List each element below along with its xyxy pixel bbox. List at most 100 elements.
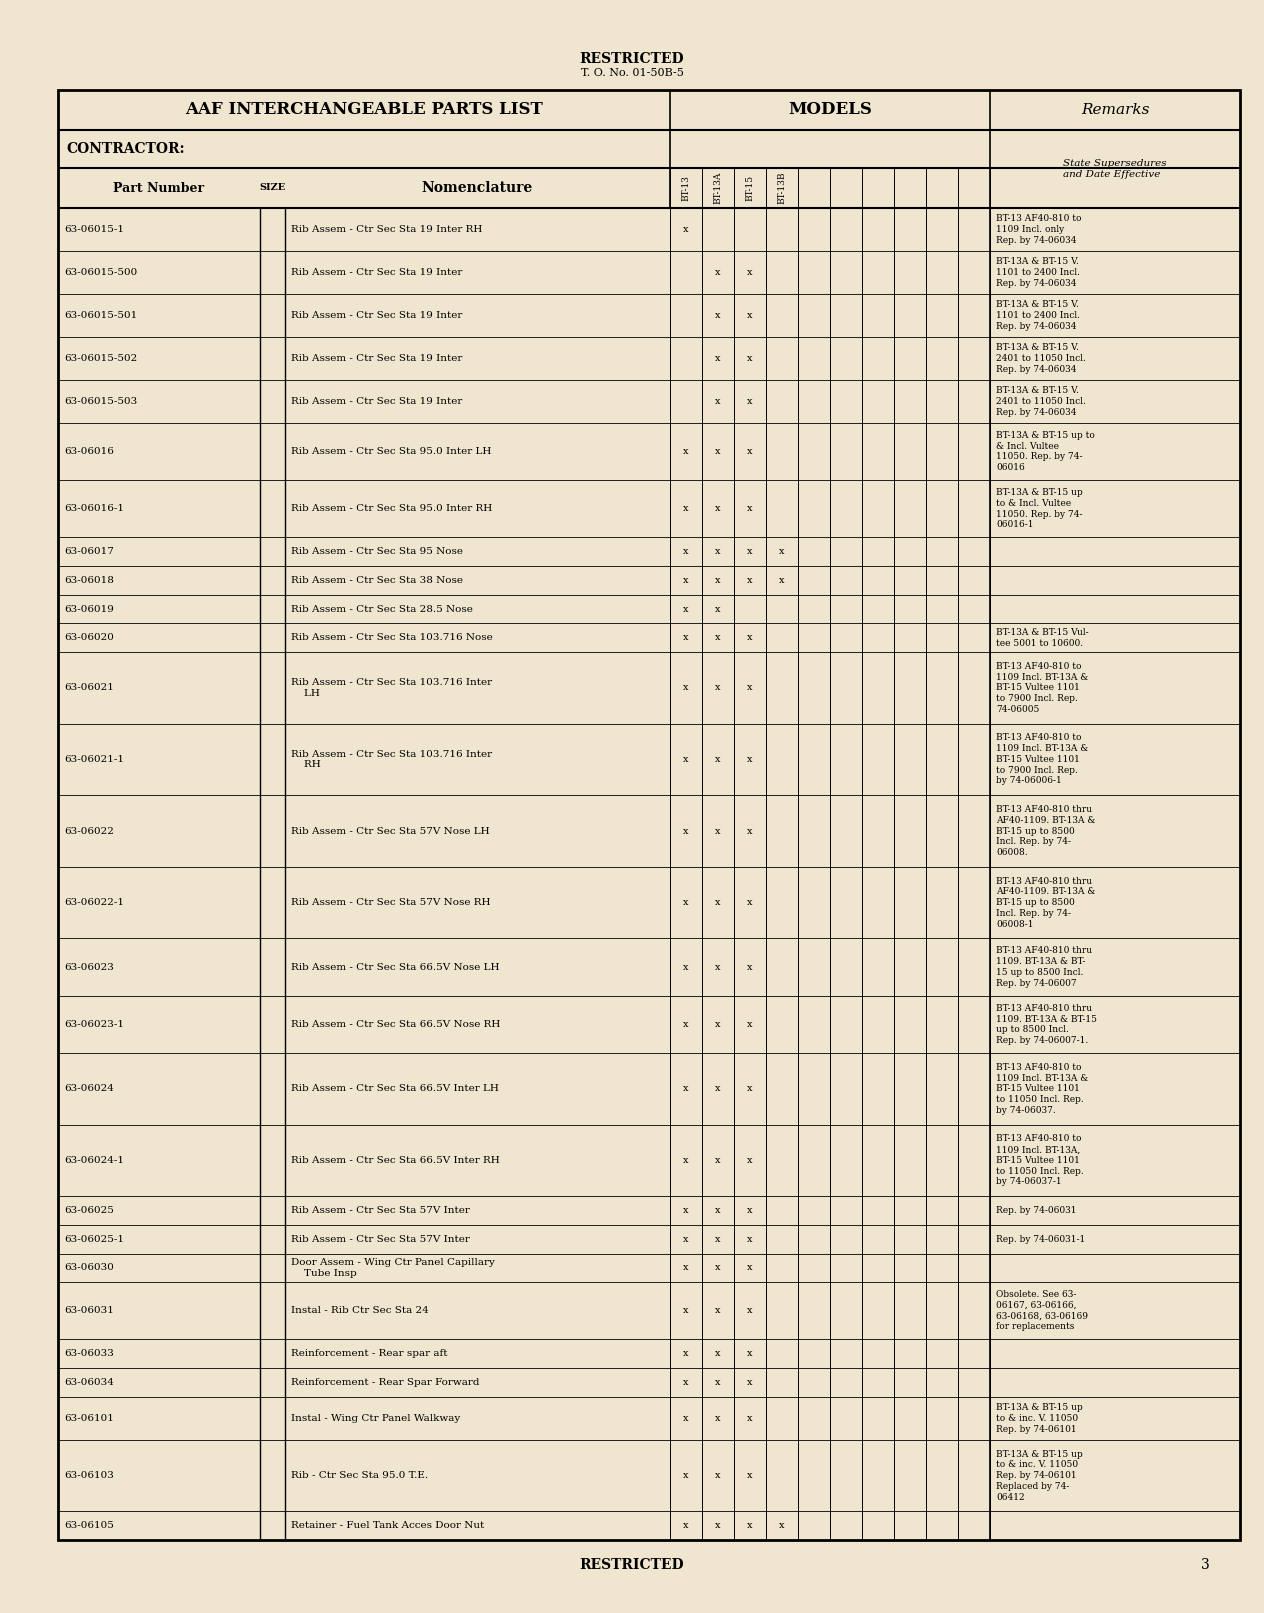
Text: 63-06031: 63-06031	[64, 1307, 114, 1315]
Bar	[58, 90, 1240, 1540]
Text: Door Assem - Wing Ctr Panel Capillary
    Tube Insp: Door Assem - Wing Ctr Panel Capillary Tu…	[291, 1258, 495, 1277]
Text: x: x	[684, 826, 689, 836]
Text: x: x	[684, 1350, 689, 1358]
Text: x: x	[747, 311, 753, 319]
Text: T. O. No. 01-50B-5: T. O. No. 01-50B-5	[580, 68, 684, 77]
Text: BT-13 AF40-810 thru
AF40-1109. BT-13A &
BT-15 up to 8500
Incl. Rep. by 74-
06008: BT-13 AF40-810 thru AF40-1109. BT-13A & …	[996, 876, 1096, 929]
Text: BT-13 AF40-810 to
1109 Incl. BT-13A,
BT-15 Vultee 1101
to 11050 Incl. Rep.
by 74: BT-13 AF40-810 to 1109 Incl. BT-13A, BT-…	[996, 1134, 1083, 1187]
Text: 63-06017: 63-06017	[64, 547, 114, 556]
Text: BT-13 AF40-810 thru
1109. BT-13A & BT-15
up to 8500 Incl.
Rep. by 74-06007-1.: BT-13 AF40-810 thru 1109. BT-13A & BT-15…	[996, 1003, 1097, 1045]
Text: Rib Assem - Ctr Sec Sta 57V Nose RH: Rib Assem - Ctr Sec Sta 57V Nose RH	[291, 898, 490, 907]
Text: Part Number: Part Number	[114, 182, 205, 195]
Text: x: x	[747, 547, 753, 556]
Text: 63-06015-503: 63-06015-503	[64, 397, 138, 406]
Text: x: x	[684, 1471, 689, 1481]
Text: x: x	[715, 1413, 720, 1423]
Text: CONTRACTOR:: CONTRACTOR:	[66, 142, 185, 156]
Text: Remarks: Remarks	[1081, 103, 1149, 118]
Text: x: x	[684, 1207, 689, 1215]
Text: Rib Assem - Ctr Sec Sta 38 Nose: Rib Assem - Ctr Sec Sta 38 Nose	[291, 576, 463, 586]
Text: x: x	[684, 547, 689, 556]
Text: State Supersedures
and Date Effective: State Supersedures and Date Effective	[1063, 160, 1167, 179]
Text: x: x	[715, 634, 720, 642]
Text: RESTRICTED: RESTRICTED	[580, 1558, 684, 1573]
Text: x: x	[684, 505, 689, 513]
Text: 63-06025: 63-06025	[64, 1207, 114, 1215]
Text: x: x	[684, 1084, 689, 1094]
Text: x: x	[715, 1263, 720, 1273]
Text: BT-13 AF40-810 to
1109 Incl. BT-13A &
BT-15 Vultee 1101
to 11050 Incl. Rep.
by 7: BT-13 AF40-810 to 1109 Incl. BT-13A & BT…	[996, 1063, 1088, 1115]
Text: Reinforcement - Rear spar aft: Reinforcement - Rear spar aft	[291, 1350, 447, 1358]
Text: x: x	[747, 1413, 753, 1423]
Text: x: x	[747, 576, 753, 586]
Text: Rib Assem - Ctr Sec Sta 95.0 Inter RH: Rib Assem - Ctr Sec Sta 95.0 Inter RH	[291, 505, 492, 513]
Text: 63-06023: 63-06023	[64, 963, 114, 971]
Text: x: x	[747, 684, 753, 692]
Text: 63-06034: 63-06034	[64, 1378, 114, 1387]
Text: x: x	[684, 447, 689, 456]
Text: x: x	[715, 1350, 720, 1358]
Text: BT-13A & BT-15 up
to & inc. V. 11050
Rep. by 74-06101
Replaced by 74-
06412: BT-13A & BT-15 up to & inc. V. 11050 Rep…	[996, 1450, 1083, 1502]
Text: x: x	[684, 1019, 689, 1029]
Text: 63-06016: 63-06016	[64, 447, 114, 456]
Text: 63-06019: 63-06019	[64, 605, 114, 613]
Text: x: x	[715, 755, 720, 765]
Text: Rib Assem - Ctr Sec Sta 19 Inter: Rib Assem - Ctr Sec Sta 19 Inter	[291, 268, 463, 277]
Text: BT-13: BT-13	[681, 176, 690, 202]
Text: 63-06023-1: 63-06023-1	[64, 1019, 124, 1029]
Text: x: x	[747, 505, 753, 513]
Text: x: x	[747, 1471, 753, 1481]
Text: x: x	[747, 353, 753, 363]
Text: x: x	[715, 1084, 720, 1094]
Text: x: x	[747, 826, 753, 836]
Text: x: x	[684, 1263, 689, 1273]
Text: Rib Assem - Ctr Sec Sta 103.716 Nose: Rib Assem - Ctr Sec Sta 103.716 Nose	[291, 634, 493, 642]
Text: x: x	[715, 397, 720, 406]
Text: x: x	[747, 1234, 753, 1244]
Text: x: x	[715, 447, 720, 456]
Text: x: x	[715, 505, 720, 513]
Text: x: x	[715, 268, 720, 277]
Text: BT-13A & BT-15 Vul-
tee 5001 to 10600.: BT-13A & BT-15 Vul- tee 5001 to 10600.	[996, 627, 1088, 647]
Text: x: x	[715, 898, 720, 907]
Text: x: x	[715, 963, 720, 971]
Text: x: x	[684, 1378, 689, 1387]
Text: x: x	[715, 547, 720, 556]
Text: BT-13 AF40-810 to
1109 Incl. BT-13A &
BT-15 Vultee 1101
to 7900 Incl. Rep.
74-06: BT-13 AF40-810 to 1109 Incl. BT-13A & BT…	[996, 661, 1088, 715]
Text: 63-06103: 63-06103	[64, 1471, 114, 1481]
Text: x: x	[779, 547, 785, 556]
Text: Rib Assem - Ctr Sec Sta 95 Nose: Rib Assem - Ctr Sec Sta 95 Nose	[291, 547, 463, 556]
Text: x: x	[747, 898, 753, 907]
Text: 63-06015-1: 63-06015-1	[64, 224, 124, 234]
Text: 63-06033: 63-06033	[64, 1350, 114, 1358]
Text: MODELS: MODELS	[787, 102, 872, 118]
Text: 63-06015-501: 63-06015-501	[64, 311, 138, 319]
Text: x: x	[684, 898, 689, 907]
Text: 3: 3	[1201, 1558, 1210, 1573]
Text: Nomenclature: Nomenclature	[422, 181, 533, 195]
Text: x: x	[747, 1307, 753, 1315]
Text: x: x	[715, 1307, 720, 1315]
Text: x: x	[715, 1234, 720, 1244]
Text: x: x	[684, 684, 689, 692]
Text: Rib Assem - Ctr Sec Sta 103.716 Inter
    RH: Rib Assem - Ctr Sec Sta 103.716 Inter RH	[291, 750, 492, 769]
Text: 63-06024-1: 63-06024-1	[64, 1157, 124, 1165]
Text: x: x	[684, 576, 689, 586]
Text: AAF INTERCHANGEABLE PARTS LIST: AAF INTERCHANGEABLE PARTS LIST	[185, 102, 542, 118]
Text: BT-13 AF40-810 thru
1109. BT-13A & BT-
15 up to 8500 Incl.
Rep. by 74-06007: BT-13 AF40-810 thru 1109. BT-13A & BT- 1…	[996, 947, 1092, 987]
Text: Reinforcement - Rear Spar Forward: Reinforcement - Rear Spar Forward	[291, 1378, 479, 1387]
Text: x: x	[684, 634, 689, 642]
Text: x: x	[684, 1413, 689, 1423]
Text: x: x	[715, 311, 720, 319]
Text: x: x	[779, 576, 785, 586]
Text: Rib Assem - Ctr Sec Sta 19 Inter: Rib Assem - Ctr Sec Sta 19 Inter	[291, 353, 463, 363]
Text: x: x	[715, 576, 720, 586]
Text: x: x	[747, 268, 753, 277]
Text: x: x	[715, 1378, 720, 1387]
Text: x: x	[715, 1521, 720, 1531]
Text: x: x	[715, 684, 720, 692]
Text: x: x	[747, 1350, 753, 1358]
Text: x: x	[747, 1263, 753, 1273]
Text: x: x	[715, 605, 720, 613]
Text: Rib Assem - Ctr Sec Sta 66.5V Inter RH: Rib Assem - Ctr Sec Sta 66.5V Inter RH	[291, 1157, 499, 1165]
